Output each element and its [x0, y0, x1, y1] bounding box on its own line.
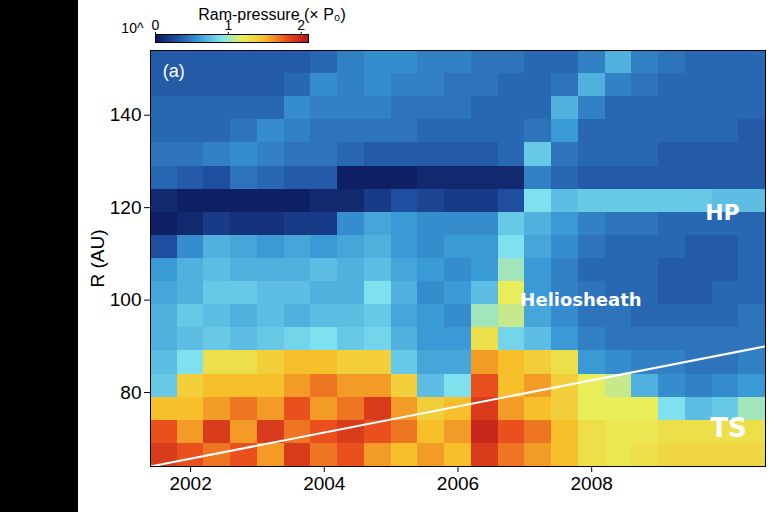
svg-text:R (AU): R (AU): [87, 229, 108, 287]
svg-text:Heliosheath: Heliosheath: [520, 289, 641, 310]
svg-text:2: 2: [297, 16, 306, 33]
svg-text:2006: 2006: [437, 473, 479, 494]
svg-text:TS: TS: [710, 413, 746, 443]
svg-text:80: 80: [120, 382, 141, 403]
svg-text:HP: HP: [705, 200, 740, 225]
svg-text:2008: 2008: [571, 473, 613, 494]
svg-text:Ram-pressure (× P₀): Ram-pressure (× P₀): [198, 6, 346, 23]
svg-text:120: 120: [110, 197, 142, 218]
svg-text:2002: 2002: [169, 473, 211, 494]
svg-text:0: 0: [152, 17, 160, 33]
svg-text:2004: 2004: [303, 473, 346, 494]
svg-text:1: 1: [224, 16, 233, 33]
svg-text:140: 140: [110, 104, 142, 125]
svg-text:10^: 10^: [121, 20, 144, 36]
svg-text:(a): (a): [163, 61, 185, 81]
svg-text:100: 100: [110, 289, 142, 310]
